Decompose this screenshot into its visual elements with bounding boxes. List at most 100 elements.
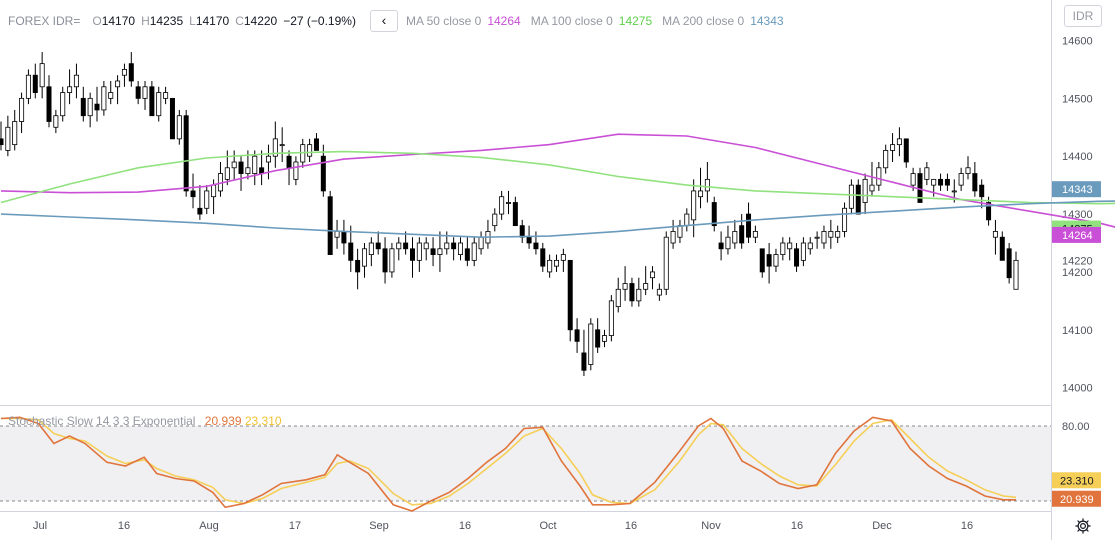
- candle-body: [979, 184, 985, 198]
- candle-body: [0, 138, 4, 146]
- stochastic-band: [0, 426, 1051, 501]
- stochastic-label[interactable]: Stochastic Slow 14 3 3 Exponential: [8, 414, 196, 428]
- change-value: −27 (−0.19%): [283, 14, 356, 28]
- candle-body: [746, 213, 752, 238]
- price-tick-label: 14200: [1062, 267, 1093, 279]
- low-label: L: [189, 14, 196, 28]
- candle: [231, 150, 237, 180]
- ma100-label[interactable]: MA 100 close 0: [530, 14, 613, 28]
- price-axis-badge-label: 14343: [1062, 184, 1093, 196]
- candle-body: [416, 242, 422, 261]
- candle-body: [622, 283, 628, 290]
- candle-body: [965, 167, 971, 174]
- candle-body: [355, 259, 361, 273]
- candle: [739, 214, 745, 249]
- candle: [670, 219, 676, 249]
- candle-body: [293, 161, 299, 180]
- candle: [848, 179, 854, 215]
- candle-body: [766, 254, 772, 267]
- candle: [135, 81, 141, 105]
- candle-body: [951, 190, 957, 193]
- candle: [183, 109, 189, 197]
- price-axis-badge: 14264: [1052, 226, 1101, 243]
- candle-body: [142, 86, 148, 99]
- candle: [794, 243, 800, 272]
- candle: [437, 231, 443, 272]
- candle: [73, 63, 79, 99]
- candle-body: [396, 242, 402, 250]
- candle-body: [862, 178, 868, 203]
- candle-body: [121, 69, 127, 76]
- ma200-value: 14343: [750, 14, 784, 28]
- candle: [944, 173, 950, 191]
- candle-body: [375, 242, 381, 250]
- candle: [115, 75, 121, 105]
- candle-body: [656, 288, 662, 296]
- candle-body: [135, 86, 141, 99]
- candle-body: [457, 242, 463, 255]
- candle-body: [986, 202, 992, 221]
- ma200-label[interactable]: MA 200 close 0: [662, 14, 745, 28]
- candle-body: [156, 92, 162, 117]
- candle: [855, 179, 861, 215]
- gear-icon[interactable]: [1074, 517, 1092, 535]
- candle-body: [732, 231, 738, 244]
- candle: [636, 277, 642, 307]
- currency-button[interactable]: IDR: [1064, 5, 1102, 27]
- candle-body: [842, 207, 848, 232]
- candle: [862, 173, 868, 215]
- stochastic-d-value: 23.310: [244, 414, 282, 428]
- candle-body: [423, 242, 429, 250]
- price-tick-label: 14100: [1062, 325, 1093, 337]
- candle-body: [224, 167, 230, 180]
- stochastic-tick-label: 80.00: [1062, 421, 1090, 433]
- candle-body: [554, 259, 560, 267]
- candle-body: [876, 167, 882, 186]
- candle-body: [574, 329, 580, 342]
- candle: [60, 86, 66, 122]
- time-tick-label: 16: [625, 520, 637, 532]
- candle: [128, 52, 134, 87]
- candle: [87, 92, 93, 128]
- price-tick-label: 14220: [1062, 255, 1093, 267]
- candle-body: [67, 86, 73, 93]
- symbol-name[interactable]: FOREX IDR=: [8, 14, 81, 28]
- price-tick-label: 14000: [1062, 383, 1093, 395]
- candle: [732, 219, 738, 249]
- candle-body: [272, 138, 278, 157]
- candle-body: [677, 225, 683, 238]
- candle-body: [828, 231, 834, 238]
- candle-body: [1013, 259, 1019, 290]
- candle-body: [382, 248, 388, 273]
- candle: [533, 231, 539, 255]
- time-tick-label: Sep: [369, 520, 389, 532]
- candle: [574, 318, 580, 353]
- ma50-label[interactable]: MA 50 close 0: [405, 14, 482, 28]
- candle: [725, 225, 731, 255]
- candle-body: [752, 231, 758, 238]
- candle-body: [643, 283, 649, 290]
- candle-body: [197, 207, 203, 215]
- candle: [814, 231, 820, 249]
- candle-body: [519, 225, 525, 238]
- candle-body: [108, 92, 114, 99]
- candle-body: [471, 242, 477, 261]
- candle-body: [615, 288, 621, 308]
- time-tick-label: 16: [118, 520, 130, 532]
- candle-body: [944, 178, 950, 186]
- moving-average-line: [0, 133, 1115, 228]
- candle: [896, 127, 902, 157]
- candle-body: [252, 155, 258, 174]
- candle-body: [444, 242, 450, 250]
- candle: [698, 167, 704, 209]
- collapse-legend-button[interactable]: ‹: [369, 10, 398, 32]
- candle-body: [931, 178, 937, 186]
- stochastic-d-badge-bg: [1052, 472, 1101, 489]
- candle: [348, 225, 354, 272]
- candle: [0, 121, 4, 151]
- candle-body: [368, 242, 374, 255]
- candle-body: [704, 178, 710, 192]
- time-tick-label: Jul: [33, 520, 47, 532]
- stochastic-d-line: [1, 417, 1017, 506]
